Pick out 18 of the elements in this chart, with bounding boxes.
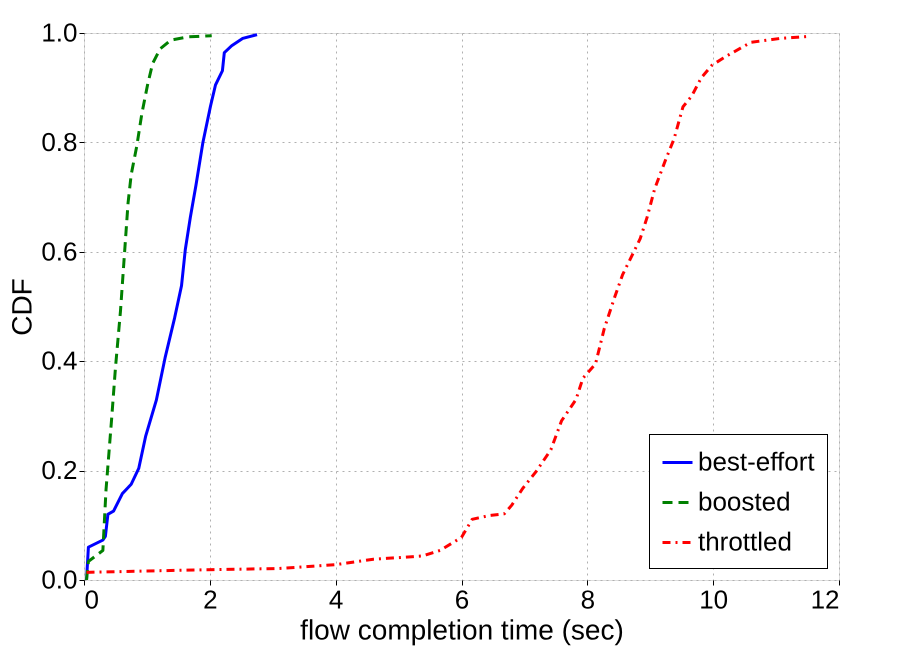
x-tick-label: 6 (454, 584, 470, 614)
x-tick-label: 10 (699, 584, 728, 614)
x-tick-label: 0 (84, 584, 99, 614)
y-tick-label: 0.8 (41, 126, 78, 157)
x-tick-label: 4 (328, 584, 344, 614)
legend-label: throttled (698, 526, 792, 556)
legend-label: best-effort (698, 446, 816, 476)
legend-label: boosted (698, 486, 791, 516)
y-tick-label: 0.0 (41, 564, 78, 594)
y-tick-label: 0.6 (41, 236, 78, 266)
y-axis-title: CDF (6, 278, 38, 336)
x-tick-label: 2 (203, 584, 218, 614)
x-axis-title: flow completion time (sec) (300, 614, 624, 646)
x-tick-label: 8 (580, 584, 596, 614)
x-tick-label: 12 (810, 584, 840, 614)
y-tick-label: 1.0 (41, 18, 78, 48)
y-tick-label: 0.4 (41, 346, 78, 376)
y-tick-label: 0.2 (41, 455, 78, 486)
